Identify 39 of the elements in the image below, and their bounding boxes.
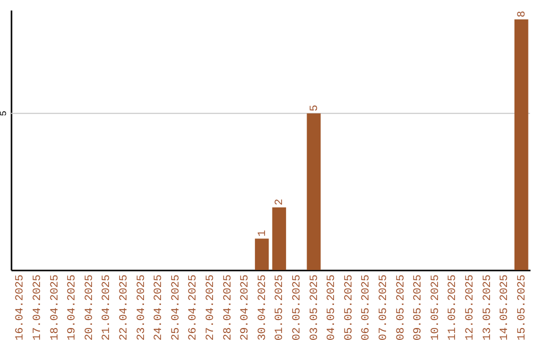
data-label: 8	[516, 10, 528, 18]
x-tick-label: 06.05.2025	[360, 274, 373, 340]
x-tick-label: 01.05.2025	[274, 274, 286, 340]
x-tick-label: 29.04.2025	[240, 274, 252, 340]
x-tick-label: 08.05.2025	[395, 274, 408, 340]
x-tick-label: 04.05.2025	[326, 274, 338, 340]
x-tick-label: 07.05.2025	[378, 274, 390, 340]
x-tick-label: 24.04.2025	[153, 274, 166, 340]
data-label: 2	[274, 198, 286, 206]
x-tick-label: 16.04.2025	[14, 274, 27, 340]
x-tick-label: 03.05.2025	[308, 274, 321, 340]
x-tick-label: 18.04.2025	[49, 274, 62, 340]
x-tick-label: 10.05.2025	[430, 274, 442, 340]
bar	[514, 19, 528, 270]
x-tick-label: 20.04.2025	[84, 274, 96, 340]
bar	[306, 113, 321, 270]
data-label: 1	[256, 230, 269, 237]
x-tick-label: 14.05.2025	[499, 274, 512, 340]
bar	[254, 238, 269, 270]
x-tick-label: 11.05.2025	[447, 274, 460, 340]
x-tick-label: 15.05.2025	[516, 274, 528, 340]
x-tick-label: 25.04.2025	[170, 274, 182, 340]
x-tick-label: 19.04.2025	[66, 274, 79, 340]
ref-line-label: 5	[0, 110, 9, 116]
x-tick-label: 30.04.2025	[256, 274, 269, 340]
x-tick-label: 22.04.2025	[118, 274, 130, 340]
x-tick-label: 21.04.2025	[101, 274, 114, 340]
x-tick-label: 09.05.2025	[412, 274, 425, 340]
x-tick-label: 05.05.2025	[343, 274, 356, 340]
bar	[272, 207, 286, 270]
x-tick-label: 27.04.2025	[204, 274, 217, 340]
x-tick-label: 23.04.2025	[136, 274, 148, 340]
x-tick-label: 13.05.2025	[482, 274, 494, 340]
x-tick-label: 28.04.2025	[222, 274, 234, 340]
x-tick-label: 26.04.2025	[188, 274, 200, 340]
x-tick-label: 12.05.2025	[464, 274, 476, 340]
x-tick-label: 02.05.2025	[291, 274, 304, 340]
x-tick-label: 17.04.2025	[32, 274, 44, 340]
data-label: 5	[308, 104, 321, 112]
